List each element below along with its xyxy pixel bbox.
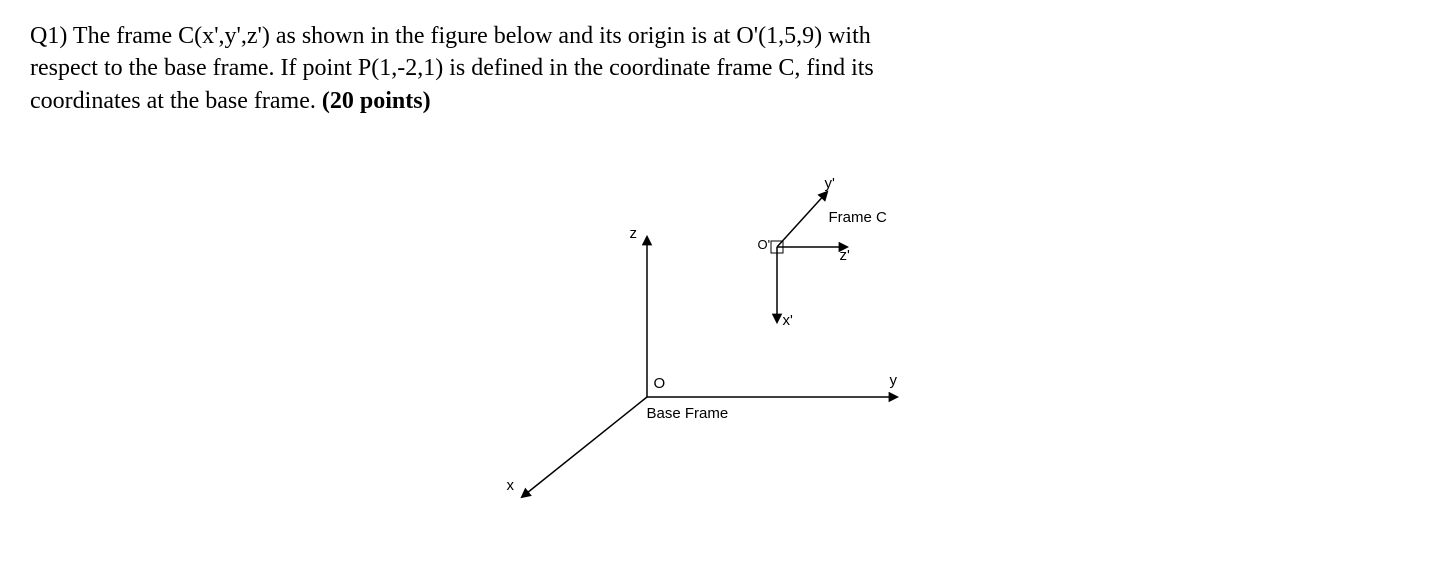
q-text-1e: (1,5,9) with [758,23,871,49]
base-frame-label: Base Frame [647,405,729,422]
q-text-2: respect to the base frame. If point P(1,… [30,55,874,81]
q-text-1b: ,y [219,23,237,49]
figure-container: z y x O Base Frame y' z' x' O' Frame C [30,147,1423,517]
q-text-1a: The frame C(x [73,23,214,49]
coordinate-figure: z y x O Base Frame y' z' x' O' Frame C [467,147,987,517]
q-points: (20 points) [322,88,431,114]
c-y-axis [777,192,827,247]
question-number: Q1) [30,23,67,49]
c-x-label: x' [783,312,793,329]
c-frame-label: Frame C [829,209,887,226]
c-z-label: z' [840,247,850,264]
q-text-1c: ,z [241,23,258,49]
question-text: Q1) The frame C(x',y',z') as shown in th… [30,20,1423,117]
c-y-label: y' [825,175,835,192]
figure-svg [467,147,987,517]
c-origin-label: O' [758,237,771,252]
base-origin-label: O [654,375,666,392]
base-y-label: y [890,372,898,389]
base-x-axis [522,397,647,497]
base-x-label: x [507,477,515,494]
q-text-3a: coordinates at the base frame. [30,88,322,114]
base-z-label: z [630,225,638,242]
q-text-1d: ) as shown in the figure below and its o… [262,23,754,49]
